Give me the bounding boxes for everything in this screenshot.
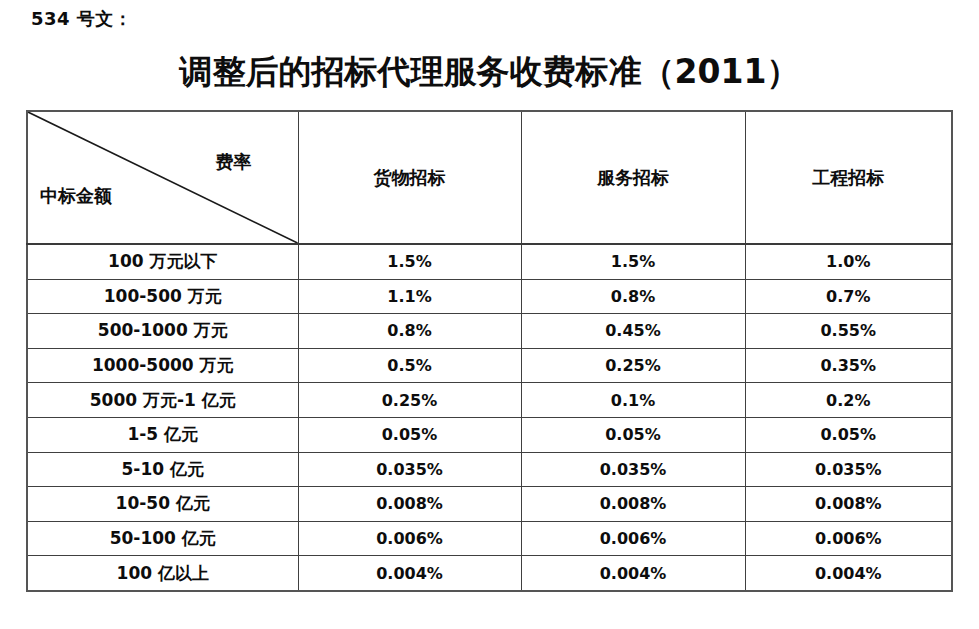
diagonal-header-cell: 费率 中标金额 (27, 111, 298, 244)
document-page: 534 号文： 调整后的招标代理服务收费标准（2011） 费率 中标金额 货物招… (0, 0, 979, 629)
row-label: 50-100 亿元 (27, 521, 298, 556)
row-label: 500-1000 万元 (27, 314, 298, 349)
row-label: 5000 万元-1 亿元 (27, 383, 298, 418)
table-row: 100 万元以下 1.5% 1.5% 1.0% (27, 244, 952, 279)
rate-cell: 0.35% (745, 348, 952, 383)
table-row: 5000 万元-1 亿元 0.25% 0.1% 0.2% (27, 383, 952, 418)
rate-cell: 0.8% (521, 279, 745, 314)
row-label: 100-500 万元 (27, 279, 298, 314)
table-row: 100-500 万元 1.1% 0.8% 0.7% (27, 279, 952, 314)
rate-cell: 0.006% (745, 521, 952, 556)
table-row: 1-5 亿元 0.05% 0.05% 0.05% (27, 417, 952, 452)
rate-cell: 1.5% (298, 244, 521, 279)
rate-cell: 0.25% (521, 348, 745, 383)
document-number-label: 534 号文： (31, 7, 132, 31)
rate-cell: 0.035% (745, 452, 952, 487)
row-label: 100 万元以下 (27, 244, 298, 279)
row-label: 5-10 亿元 (27, 452, 298, 487)
rate-cell: 0.45% (521, 314, 745, 349)
rate-cell: 0.25% (298, 383, 521, 418)
rate-cell: 0.05% (745, 417, 952, 452)
rate-cell: 0.1% (521, 383, 745, 418)
table-row: 5-10 亿元 0.035% 0.035% 0.035% (27, 452, 952, 487)
rate-cell: 0.008% (745, 487, 952, 522)
rate-cell: 0.035% (298, 452, 521, 487)
rate-cell: 0.004% (745, 556, 952, 591)
rate-cell: 0.05% (521, 417, 745, 452)
rate-cell: 0.55% (745, 314, 952, 349)
table-header-row: 费率 中标金额 货物招标 服务招标 工程招标 (27, 111, 952, 244)
column-header-engineering: 工程招标 (745, 111, 952, 244)
page-title: 调整后的招标代理服务收费标准（2011） (0, 50, 979, 95)
rate-cell: 0.004% (298, 556, 521, 591)
diagonal-line (28, 112, 298, 243)
table-row: 500-1000 万元 0.8% 0.45% 0.55% (27, 314, 952, 349)
rate-cell: 0.2% (745, 383, 952, 418)
rate-cell: 1.5% (521, 244, 745, 279)
rate-cell: 1.1% (298, 279, 521, 314)
rate-cell: 0.008% (521, 487, 745, 522)
rate-cell: 0.006% (521, 521, 745, 556)
corner-label-amount: 中标金额 (40, 184, 112, 208)
fee-rate-table: 费率 中标金额 货物招标 服务招标 工程招标 100 万元以下 1.5% 1.5… (26, 110, 953, 592)
table-row: 10-50 亿元 0.008% 0.008% 0.008% (27, 487, 952, 522)
table-row: 1000-5000 万元 0.5% 0.25% 0.35% (27, 348, 952, 383)
rate-cell: 0.008% (298, 487, 521, 522)
rate-cell: 0.004% (521, 556, 745, 591)
row-label: 1000-5000 万元 (27, 348, 298, 383)
row-label: 100 亿以上 (27, 556, 298, 591)
rate-cell: 0.05% (298, 417, 521, 452)
table-row: 100 亿以上 0.004% 0.004% 0.004% (27, 556, 952, 591)
rate-cell: 0.8% (298, 314, 521, 349)
table-row: 50-100 亿元 0.006% 0.006% 0.006% (27, 521, 952, 556)
corner-label-rate: 费率 (216, 150, 252, 174)
column-header-goods: 货物招标 (298, 111, 521, 244)
column-header-services: 服务招标 (521, 111, 745, 244)
rate-cell: 1.0% (745, 244, 952, 279)
row-label: 1-5 亿元 (27, 417, 298, 452)
rate-cell: 0.006% (298, 521, 521, 556)
row-label: 10-50 亿元 (27, 487, 298, 522)
rate-cell: 0.7% (745, 279, 952, 314)
rate-cell: 0.035% (521, 452, 745, 487)
rate-cell: 0.5% (298, 348, 521, 383)
